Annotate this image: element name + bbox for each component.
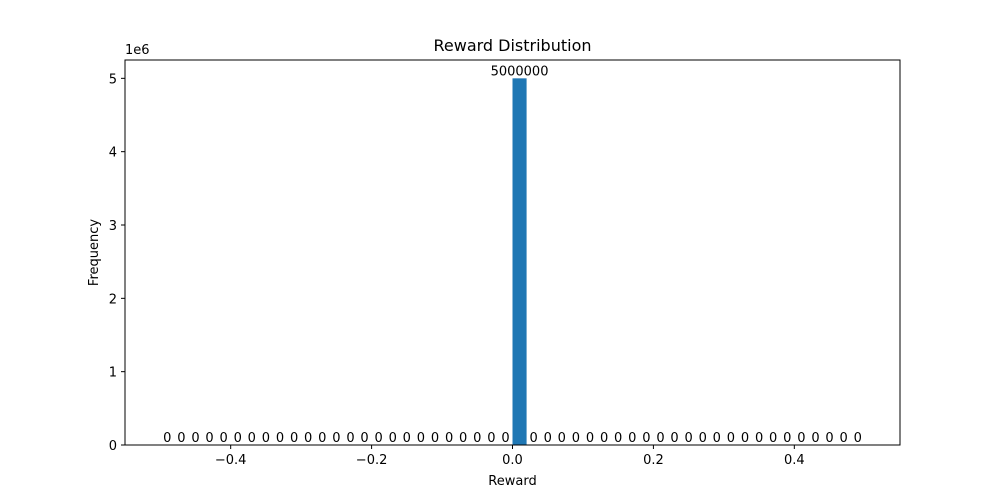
y-tick-label: 1 [109, 366, 117, 381]
y-axis-label: Frequency [87, 219, 102, 286]
bar-value-label-19: 0 [431, 431, 439, 446]
y-axis-ticks: 0 1 2 3 4 5 [109, 72, 125, 454]
bar-value-label-7: 0 [262, 431, 270, 446]
bar-value-label-27: 0 [544, 431, 552, 446]
bar-value-label-28: 0 [558, 431, 566, 446]
y-tick-label: 2 [109, 292, 117, 307]
bar-value-label-46: 0 [811, 431, 819, 446]
bar-value-label-14: 0 [360, 431, 368, 446]
y-tick-label: 5 [109, 72, 117, 87]
bar-value-label-29: 0 [572, 431, 580, 446]
y-tick-label: 0 [109, 439, 117, 454]
bar-value-label-37: 0 [684, 431, 692, 446]
bar-value-label-18: 0 [417, 431, 425, 446]
bar-value-label-21: 0 [459, 431, 467, 446]
bars-group [512, 78, 527, 445]
bar-25 [512, 78, 527, 445]
bar-value-label-4: 0 [219, 431, 227, 446]
bar-value-label-47: 0 [825, 431, 833, 446]
bar-value-label-8: 0 [276, 431, 284, 446]
bar-value-label-12: 0 [332, 431, 340, 446]
bar-value-label-26: 0 [529, 431, 537, 446]
y-axis-offset-text: 1e6 [125, 43, 150, 58]
y-tick-label: 4 [109, 146, 117, 161]
bar-value-label-32: 0 [614, 431, 622, 446]
bar-value-label-20: 0 [445, 431, 453, 446]
bar-value-label-13: 0 [346, 431, 354, 446]
bar-value-label-43: 0 [769, 431, 777, 446]
bar-value-label-10: 0 [304, 431, 312, 446]
x-tick-label: −0.4 [215, 453, 247, 468]
x-axis-label: Reward [488, 474, 536, 489]
bar-value-label-40: 0 [727, 431, 735, 446]
x-tick-label: 0.4 [784, 453, 805, 468]
bar-value-label-44: 0 [783, 431, 791, 446]
bar-value-label-1: 0 [177, 431, 185, 446]
bar-value-label-16: 0 [389, 431, 397, 446]
bar-value-label-2: 0 [191, 431, 199, 446]
chart-title: Reward Distribution [433, 36, 591, 55]
x-axis-ticks: −0.4 −0.2 0.0 0.2 0.4 [215, 445, 805, 468]
bar-value-label-34: 0 [642, 431, 650, 446]
bar-value-label-17: 0 [403, 431, 411, 446]
bar-value-label-3: 0 [205, 431, 213, 446]
bar-value-label-0: 0 [163, 431, 171, 446]
bar-value-label-31: 0 [600, 431, 608, 446]
bar-value-label-30: 0 [586, 431, 594, 446]
y-tick-label: 3 [109, 219, 117, 234]
bar-value-label-25: 5000000 [491, 64, 549, 79]
bar-value-label-33: 0 [628, 431, 636, 446]
bar-value-label-15: 0 [374, 431, 382, 446]
bar-value-label-6: 0 [248, 431, 256, 446]
bar-value-label-36: 0 [670, 431, 678, 446]
bar-value-label-49: 0 [854, 431, 862, 446]
bar-value-label-9: 0 [290, 431, 298, 446]
x-tick-label: 0.2 [643, 453, 664, 468]
bar-value-label-22: 0 [473, 431, 481, 446]
x-tick-label: −0.2 [356, 453, 388, 468]
bar-value-label-42: 0 [755, 431, 763, 446]
bar-value-label-48: 0 [839, 431, 847, 446]
x-tick-label: 0.0 [502, 453, 523, 468]
bar-value-label-45: 0 [797, 431, 805, 446]
bar-value-label-38: 0 [699, 431, 707, 446]
bar-value-label-35: 0 [656, 431, 664, 446]
bar-value-label-5: 0 [234, 431, 242, 446]
bar-value-label-39: 0 [713, 431, 721, 446]
bar-value-label-23: 0 [487, 431, 495, 446]
bar-value-label-11: 0 [318, 431, 326, 446]
bar-value-label-41: 0 [741, 431, 749, 446]
bar-value-label-24: 0 [501, 431, 509, 446]
